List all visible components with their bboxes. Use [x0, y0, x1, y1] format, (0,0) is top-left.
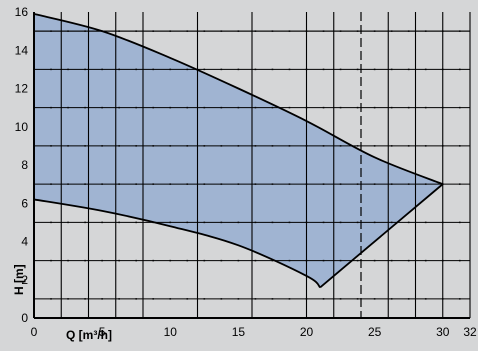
x-tick-label: 30: [436, 325, 450, 339]
x-tick-label: 5: [99, 325, 106, 339]
y-tick-label: 16: [15, 5, 29, 19]
x-tick-label: 25: [368, 325, 382, 339]
y-tick-label: 6: [21, 196, 28, 210]
y-tick-label: 14: [15, 43, 29, 57]
tick-labels-group: 0 2 4 6 8 10 12 14 16 0 5 10 15 20 25 30 32: [15, 5, 477, 339]
x-axis-label: Q [m³/h]: [66, 328, 112, 342]
grid-group: [33, 12, 471, 319]
y-tick-label: 4: [21, 235, 28, 249]
y-tick-label: 12: [15, 82, 29, 96]
y-axis-label: H [m]: [12, 264, 26, 295]
min-curve-line: [33, 198, 321, 289]
x-tick-label: 0: [31, 325, 38, 339]
x-tick-label: 32: [463, 325, 477, 339]
y-tick-label: 0: [21, 311, 28, 325]
y-tick-label: 2: [21, 273, 28, 287]
y-tick-label: 8: [21, 158, 28, 172]
x-tick-label: 15: [232, 325, 246, 339]
right-edge-line: [319, 183, 444, 289]
operating-area-group: [34, 13, 443, 288]
curves-group: [33, 13, 444, 289]
y-tick-label: 10: [15, 120, 29, 134]
operating-area: [34, 13, 443, 288]
max-curve-line: [33, 13, 444, 185]
x-tick-label: 10: [164, 325, 178, 339]
x-tick-label: 20: [300, 325, 314, 339]
